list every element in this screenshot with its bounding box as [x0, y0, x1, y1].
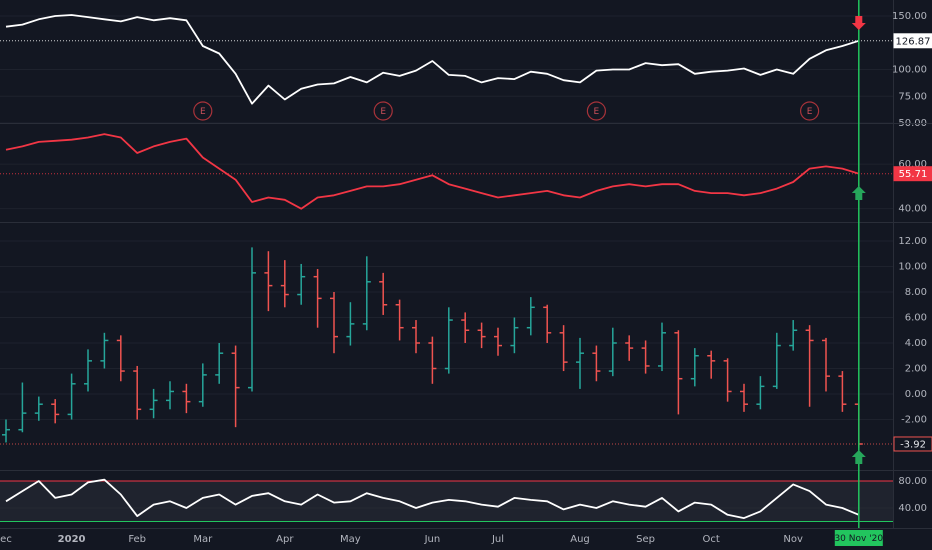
x-tick-label: Aug — [570, 534, 590, 545]
y-tick-label: 0.00 — [905, 389, 927, 400]
y-tick-label: -2.00 — [901, 415, 927, 426]
earnings-label: E — [380, 107, 386, 117]
x-tick-label: May — [340, 534, 361, 545]
y-tick-label: 150.00 — [892, 11, 927, 22]
x-tick-label: Oct — [703, 534, 720, 545]
line-series — [5, 133, 860, 210]
y-tick-label: 10.00 — [898, 261, 927, 272]
line-series — [5, 478, 860, 519]
crosshair-date-box — [834, 530, 883, 546]
y-tick-label: 100.00 — [892, 65, 927, 76]
band-fill — [0, 481, 893, 522]
earnings-marker — [586, 101, 607, 121]
y-tick-label: 4.00 — [905, 338, 927, 349]
x-tick-label: Jun — [424, 534, 441, 545]
last-value-box — [893, 166, 932, 182]
x-tick-label: Jul — [491, 534, 504, 545]
earnings-label: E — [594, 107, 600, 117]
earnings-label: E — [200, 107, 206, 117]
y-tick-label: 12.00 — [898, 236, 927, 247]
signal-arrow — [851, 16, 866, 30]
x-tick-label: Mar — [193, 534, 213, 545]
line-series — [5, 14, 860, 105]
x-tick-label: Apr — [276, 534, 294, 545]
crosshair-date-label: 30 Nov '20 — [834, 534, 883, 544]
signal-arrow — [851, 186, 866, 200]
y-tick-label: 40.00 — [898, 503, 927, 514]
y-tick-label: 60.00 — [898, 159, 927, 170]
x-tick-label: Feb — [128, 534, 146, 545]
earnings-marker — [193, 101, 213, 121]
y-tick-label: 40.00 — [898, 204, 927, 215]
last-value-box — [893, 436, 932, 452]
y-tick-label: 6.00 — [905, 313, 927, 324]
x-tick-label: Sep — [636, 534, 655, 545]
y-tick-label: 2.00 — [905, 364, 927, 375]
last-value-label: 126.87 — [896, 36, 931, 47]
last-value-label: -3.92 — [900, 439, 926, 450]
earnings-label: E — [807, 107, 813, 117]
x-tick-label: ec — [0, 534, 12, 545]
last-value-box — [893, 33, 932, 49]
y-tick-label: 75.00 — [898, 91, 927, 102]
x-tick-label: 2020 — [58, 534, 86, 545]
earnings-marker — [799, 101, 820, 121]
last-value-label: 55.71 — [899, 169, 928, 180]
x-tick-label: Nov — [783, 534, 803, 545]
y-tick-label: 80.00 — [898, 476, 927, 487]
earnings-marker — [373, 101, 393, 121]
y-tick-label: 8.00 — [905, 287, 927, 298]
signal-arrow — [851, 450, 866, 464]
